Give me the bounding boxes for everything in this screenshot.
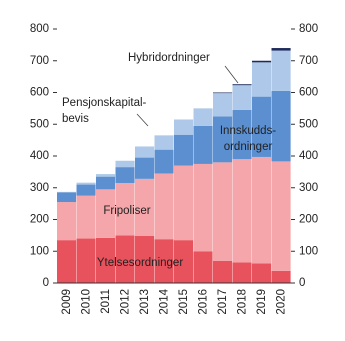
y-tick-label: 700 xyxy=(30,55,49,67)
series-label: Innskudds- xyxy=(220,125,276,137)
y2-tick-label: 500 xyxy=(299,118,318,130)
bar-segment xyxy=(252,62,272,97)
bar-segment xyxy=(57,240,77,283)
bar-segment xyxy=(213,92,233,94)
bar-segment xyxy=(115,167,135,183)
bar-segment xyxy=(96,189,116,238)
x-tick-label: 2015 xyxy=(178,289,190,315)
leader-line xyxy=(136,113,149,127)
bar-segment xyxy=(96,176,116,190)
bar-segment xyxy=(57,192,77,203)
bar-segment xyxy=(232,262,252,283)
bar-segment xyxy=(193,108,213,126)
y2-tick-label: 800 xyxy=(299,23,318,35)
bar-segment xyxy=(135,236,155,283)
bar-segment xyxy=(271,161,291,271)
bar-segment xyxy=(271,90,291,162)
bar-segment xyxy=(174,165,194,241)
x-tick-label: 2009 xyxy=(61,289,73,315)
bar-segment xyxy=(135,146,155,158)
y2-tick-label: 600 xyxy=(299,87,318,99)
bar-segment xyxy=(174,240,194,283)
bar-segment xyxy=(96,237,116,283)
x-tick-label: 2016 xyxy=(197,289,209,315)
bar-segment xyxy=(57,191,77,193)
x-tick-label: 2010 xyxy=(80,289,92,315)
bar-segment xyxy=(135,157,155,179)
bar-segment xyxy=(213,162,233,261)
bar-segment xyxy=(193,251,213,283)
series-label: Fripoliser xyxy=(103,205,150,217)
bar-segment xyxy=(232,159,252,263)
bar-segment xyxy=(271,270,291,283)
x-tick-label: 2012 xyxy=(119,289,131,315)
bar-segment xyxy=(115,235,135,283)
series-label: Pensjonskapital- xyxy=(62,97,147,109)
bar-segment xyxy=(232,85,252,110)
y-tick-label: 200 xyxy=(30,214,49,226)
bar-segment xyxy=(76,238,96,283)
y-tick-label: 100 xyxy=(30,245,49,257)
y-tick-label: 400 xyxy=(30,150,49,162)
bar-segment xyxy=(154,149,174,174)
bar-segment xyxy=(76,182,96,185)
bar-segment xyxy=(252,60,272,63)
bar-segment xyxy=(213,260,233,283)
bar-segment xyxy=(252,263,272,283)
bar-segment xyxy=(57,202,77,241)
bar-segment xyxy=(115,160,135,168)
bar-segment xyxy=(271,50,291,91)
bar-segment xyxy=(252,96,272,157)
series-label: ordninger xyxy=(224,141,273,153)
y-tick-label: 300 xyxy=(30,182,49,194)
x-tick-label: 2011 xyxy=(100,289,112,314)
y2-tick-label: 0 xyxy=(299,277,305,289)
y2-tick-label: 100 xyxy=(299,245,318,257)
bar-segment xyxy=(76,195,96,239)
bar-segment xyxy=(96,174,116,177)
x-tick-label: 2013 xyxy=(139,289,151,315)
bar-segment xyxy=(213,93,233,117)
series-label: Ytelsesordninger xyxy=(97,257,183,269)
bar-segment xyxy=(154,135,174,150)
y-tick-label: 600 xyxy=(30,87,49,99)
x-tick-label: 2020 xyxy=(275,289,287,315)
bar-segment xyxy=(154,239,174,283)
bar-segment xyxy=(76,184,96,196)
bar-segment xyxy=(154,173,174,240)
bar-segment xyxy=(174,134,194,166)
x-tick-label: 2018 xyxy=(236,289,248,315)
y2-tick-label: 700 xyxy=(299,55,318,67)
y2-tick-label: 300 xyxy=(299,182,318,194)
bar-segment xyxy=(174,119,194,135)
y2-tick-label: 400 xyxy=(299,150,318,162)
series-label: Hybridordninger xyxy=(128,52,210,64)
x-tick-label: 2014 xyxy=(158,288,170,314)
x-tick-label: 2017 xyxy=(217,289,229,315)
bar-segment xyxy=(252,156,272,264)
y2-tick-label: 200 xyxy=(299,214,318,226)
bar-segment xyxy=(193,125,213,164)
y-tick-label: 500 xyxy=(30,118,49,130)
bar-segment xyxy=(232,84,252,86)
leader-line xyxy=(224,65,239,84)
bar-segment xyxy=(135,178,155,237)
bar-segment xyxy=(271,48,291,51)
bar-segment xyxy=(193,163,213,252)
bar-segment xyxy=(232,109,252,160)
series-label: bevis xyxy=(62,113,89,125)
y-tick-label: 800 xyxy=(30,23,49,35)
y-tick-label: 0 xyxy=(43,277,49,289)
bar-segment xyxy=(115,182,135,236)
bar-segment xyxy=(213,116,233,163)
x-tick-label: 2019 xyxy=(256,289,268,315)
